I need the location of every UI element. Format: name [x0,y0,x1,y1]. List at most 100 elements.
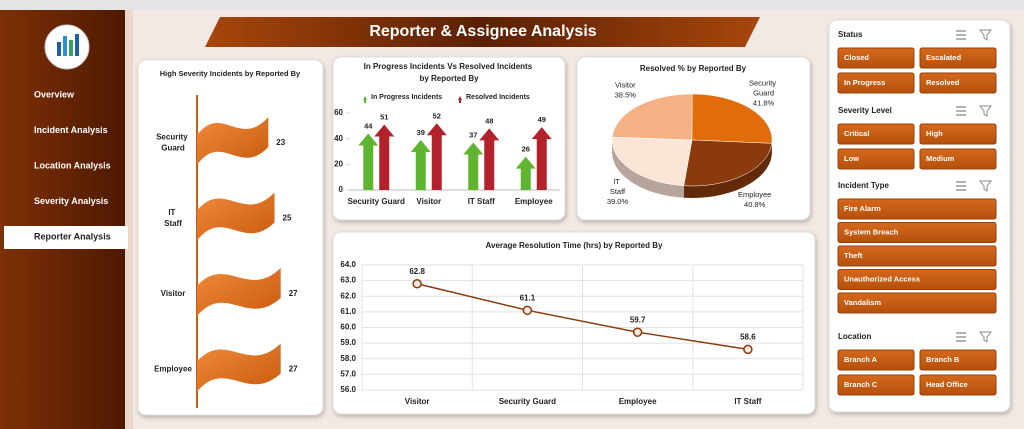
arrow-bar [463,142,484,190]
y-tick-label: 0 [339,185,344,194]
slicer-button[interactable] [837,148,915,170]
value-label: 38.5% [615,90,637,99]
slicer-item[interactable]: Escalated [926,53,961,62]
point [632,327,643,337]
slicer-button[interactable] [837,222,997,243]
line [416,283,748,351]
nav-item[interactable]: Reporter Analysis [34,231,111,241]
value-label: 23 [276,138,285,147]
arrow-bar [374,124,395,190]
slicer-button[interactable] [837,198,997,220]
slicer-item[interactable]: Closed [844,53,869,62]
y-tick-label: 63.0 [340,276,356,285]
chart-title: Resolved % by Reported By [640,64,747,73]
slicer-item[interactable]: Vandalism [844,298,881,307]
slicer-item[interactable]: Branch A [844,355,878,364]
point [412,279,422,289]
slicer-item[interactable]: Fire Alarm [844,204,881,213]
dashboard-title: Reporter & Assignee Analysis [369,23,596,40]
slicer-item[interactable]: Head Office [926,380,968,389]
slicer-button[interactable] [837,292,997,314]
slicer-item[interactable]: Resolved [926,78,960,87]
slicer-item[interactable]: Low [844,154,859,163]
x-tick-label: Visitor [405,397,430,406]
y-tick-label: 58.0 [340,354,356,363]
value-label: 52 [433,111,441,120]
value-label: 39.0% [607,197,629,206]
filter-icon [978,331,993,343]
slicer-icon [956,181,966,191]
nav-item[interactable]: Incident Analysis [34,125,108,135]
arrow-bar [426,123,447,190]
pie-category-label: IT Staff [610,177,626,196]
slicer-title: Severity Level [838,106,892,115]
slicer-button[interactable] [837,72,915,94]
value-label: 61.1 [520,293,536,302]
nav-active[interactable] [4,226,128,249]
y-tick-label: 60.0 [340,323,356,332]
y-tick-label: 40 [334,134,343,143]
slicer-item[interactable]: Unauthorized Access [844,274,920,283]
panel [137,59,324,416]
slicer-button[interactable] [919,148,997,170]
point [743,344,753,355]
slicer-button[interactable] [919,47,997,69]
y-tick-label: 20 [334,159,343,168]
slicer-title: Incident Type [838,181,890,190]
flag [197,192,275,241]
slicer-item[interactable]: Theft [844,251,863,260]
nav-item[interactable]: Overview [34,89,75,99]
x-tick-label: Security Guard [499,397,556,406]
value-label: 51 [380,113,388,122]
y-tick-label: 64.0 [340,260,356,269]
pie-slice [611,93,693,141]
slicer-button[interactable] [837,47,915,69]
arrow-bar [515,156,536,190]
nav-item[interactable]: Severity Analysis [34,196,108,206]
value-label: 62.8 [409,267,425,276]
y-tick-label: 62.0 [340,291,356,300]
flag [197,343,281,392]
category-label: Employee [154,365,192,374]
slicer-button[interactable] [919,349,997,371]
slicer-item[interactable]: Branch B [926,355,960,364]
value-label: 40.8% [744,200,766,209]
arrow-bar [531,127,552,190]
slicer-button[interactable] [919,123,997,145]
y-tick-label: 57.0 [340,369,356,378]
y-tick-label: 61.0 [340,307,356,316]
slicer-button[interactable] [837,349,915,371]
title-banner [205,17,760,47]
value-label: 25 [283,214,292,223]
logo-bar [69,40,73,56]
slicer-button[interactable] [919,72,997,94]
x-tick-label: Visitor [416,197,441,206]
value-label: 58.6 [740,332,756,341]
slicer-item[interactable]: Medium [926,154,955,163]
panel [332,231,816,415]
legend-marker [363,96,367,103]
slicer-item[interactable]: Critical [844,129,869,138]
slicer-button[interactable] [837,123,915,145]
slicer-item[interactable]: In Progress [844,78,885,87]
slicer-button[interactable] [919,374,997,396]
y-tick-label: 59.0 [340,338,356,347]
x-tick-label: IT Staff [734,397,761,406]
category-label: Security Guard [156,133,190,153]
slicer-item[interactable]: High [926,129,943,138]
nav-item[interactable]: Location Analysis [34,160,111,170]
slicer-button[interactable] [837,374,915,396]
pie-slice [691,93,773,144]
slicer-icon [956,30,966,40]
value-label: 49 [538,115,546,124]
category-label: Visitor [161,289,186,298]
value-label: 37 [469,131,477,140]
slicer-item[interactable]: System Breach [844,227,899,236]
slicer-item[interactable]: Branch C [844,380,878,389]
slicer-button[interactable] [837,269,997,290]
legend-label: In Progress Incidents [371,94,442,101]
x-tick-label: Security Guard [348,197,405,206]
logo-bar [63,36,67,56]
slicer-button[interactable] [837,245,997,267]
slicer-icon [956,106,966,116]
